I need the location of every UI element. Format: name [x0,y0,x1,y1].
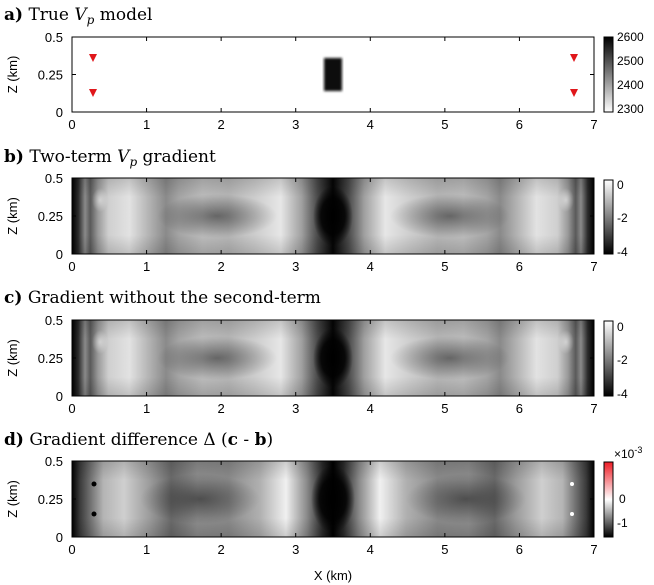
x-tick-label: 7 [590,259,597,274]
x-tick-label: 3 [292,542,299,557]
x-tick-label: 1 [143,259,150,274]
x-tick-label: 1 [143,401,150,416]
colorbar-a: 2600 2500 2400 2300 [603,30,644,116]
colorbar-b-tick: -2 [617,211,628,225]
x-tick-label: 4 [367,259,374,274]
y-tick-label: 0 [56,105,63,120]
x-tick-label: 3 [292,259,299,274]
panel-a-title: a) True Vp model [4,5,152,27]
y-tick-label: 0.25 [38,68,63,83]
velocity-anomaly-block [324,58,342,91]
x-tick-label: 5 [441,542,448,557]
y-tick-label: 0.25 [38,492,63,507]
x-tick-label: 1 [143,542,150,557]
colorbar-c-tick: -2 [617,353,628,367]
colorbar-d-scale [604,462,613,537]
panel-c-title: c) Gradient without the second-term [4,288,321,308]
x-tick-label: 6 [516,401,523,416]
y-tick-label: 0.25 [38,351,63,366]
panel-a-plot [71,36,595,113]
x-axis-label: X (km) [314,568,352,583]
x-tick-label: 7 [590,542,597,557]
colorbar-d-tick: -1 [617,516,628,530]
x-tick-label: 2 [218,542,225,557]
panel-d-title: d) Gradient difference Δ (c - b) [4,430,273,450]
x-tick-label: 4 [367,542,374,557]
panel-b-plot [71,177,595,255]
x-tick-label: 5 [441,259,448,274]
y-tick-label: 0 [56,389,63,404]
panel-d-plot [71,460,595,538]
colorbar-d-tick: 0 [619,492,626,506]
colorbar-b: 0 -2 -4 [603,178,628,259]
x-tick-label: 5 [441,401,448,416]
colorbar-a-tick: 2300 [617,102,644,116]
colorbar-b-tick: -4 [617,245,628,259]
y-tick-label: 0.5 [45,454,63,469]
gradient-anomaly [313,328,353,388]
colorbar-d-exponent: ×10-3 [614,445,642,461]
x-tick-label: 6 [516,259,523,274]
colorbar-a-scale [604,37,613,112]
y-tick-label: 0 [56,530,63,545]
y-tick-label: 0.5 [45,171,63,186]
y-tick-label: 0.5 [45,313,63,328]
x-tick-label: 2 [218,259,225,274]
source-marker-icon [89,54,97,62]
colorbar-d: ×10-3 0 -1 [603,445,642,538]
x-tick-label: 2 [218,117,225,132]
x-tick-label: 6 [516,542,523,557]
x-tick-label: 0 [68,259,75,274]
y-axis-label: Z (km) [5,197,20,235]
colorbar-c-scale [604,321,613,396]
x-tick-label: 7 [590,401,597,416]
x-tick-label: 3 [292,401,299,416]
y-axis-label: Z (km) [5,56,20,94]
colorbar-a-tick: 2600 [617,30,644,44]
gradient-anomaly [313,186,353,246]
colorbar-b-tick: 0 [617,178,624,192]
x-tick-label: 4 [367,117,374,132]
axes: 0 1 2 3 4 5 6 7 0.5 0.25 0 Z (km) 0 1 2 3 4 5 6 7 0.5 0.25 0 Z … [5,30,598,557]
x-tick-label: 4 [367,401,374,416]
x-tick-label: 1 [143,117,150,132]
source-marker-icon [89,89,97,97]
y-tick-label: 0.25 [38,209,63,224]
source-marker-icon [570,89,578,97]
panel-b-title: b) Two-term Vp gradient [4,147,216,169]
x-tick-label: 5 [441,117,448,132]
source-marker-icon [570,54,578,62]
x-tick-label: 0 [68,117,75,132]
x-tick-label: 2 [218,401,225,416]
colorbar-a-tick: 2500 [617,54,644,68]
difference-anomaly [311,465,355,533]
x-tick-label: 7 [590,117,597,132]
y-axis-label: Z (km) [5,480,20,518]
panel-c-plot [71,319,595,397]
colorbar-a-tick: 2400 [617,78,644,92]
y-axis-label: Z (km) [5,339,20,377]
colorbar-b-scale [604,180,613,254]
x-tick-label: 6 [516,117,523,132]
colorbar-c: 0 -2 -4 [603,320,628,401]
y-tick-label: 0 [56,247,63,262]
x-tick-label: 0 [68,542,75,557]
colorbar-c-tick: -4 [617,387,628,401]
x-tick-label: 3 [292,117,299,132]
x-tick-label: 0 [68,401,75,416]
colorbar-c-tick: 0 [617,320,624,334]
y-tick-label: 0.5 [45,30,63,45]
